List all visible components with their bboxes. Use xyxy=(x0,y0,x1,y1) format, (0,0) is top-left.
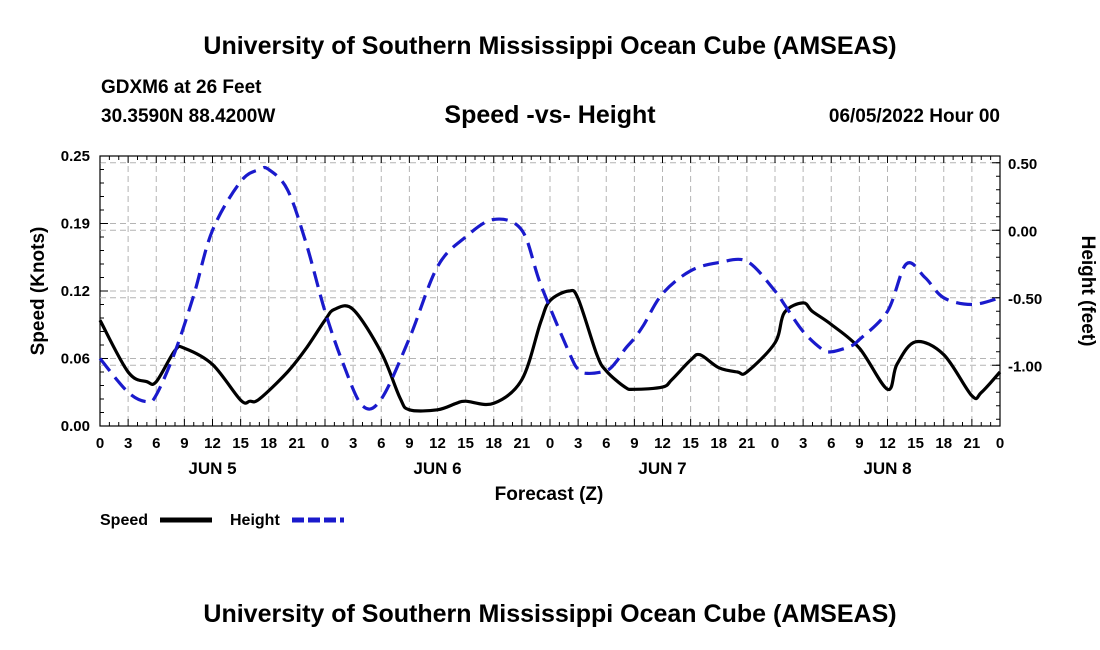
x-tick-label: 9 xyxy=(180,435,188,452)
height-series-line xyxy=(98,165,1001,411)
x-tick-label: 3 xyxy=(349,435,357,452)
x-tick-label: 3 xyxy=(574,435,582,452)
axis-ticks xyxy=(99,155,1001,427)
legend-label-speed: Speed xyxy=(100,512,148,529)
x-tick-label: 21 xyxy=(514,435,531,452)
x-tick-label: 0 xyxy=(546,435,554,452)
legend-label-height: Height xyxy=(230,512,280,529)
x-axis-title: Forecast (Z) xyxy=(495,484,604,505)
x-day-label: JUN 7 xyxy=(638,459,686,478)
chart-subtitle: Speed -vs- Height xyxy=(444,101,656,129)
x-tick-label: 9 xyxy=(630,435,638,452)
x-tick-label: 0 xyxy=(321,435,329,452)
x-tick-label: 0 xyxy=(996,435,1004,452)
x-tick-label: 0 xyxy=(96,435,104,452)
x-day-label: JUN 8 xyxy=(863,459,911,478)
chart-title: University of Southern Mississippi Ocean… xyxy=(203,32,897,60)
x-tick-label: 6 xyxy=(827,435,835,452)
x-tick-label: 21 xyxy=(289,435,306,452)
x-tick-label: 15 xyxy=(232,435,249,452)
y2-axis-title: Height (feet) xyxy=(1077,236,1098,347)
x-tick-label: 3 xyxy=(124,435,132,452)
y-tick-label: 0.12 xyxy=(61,283,90,300)
chart-canvas: 0 3 6 9 12 15 18 21 0 3 6 9 12 15 18 21 0 3 6 9 12 15 18 21 0 3 6 9… xyxy=(28,148,1098,529)
x-day-label: JUN 6 xyxy=(413,459,461,478)
forecast-date: 06/05/2022 Hour 00 xyxy=(828,106,1000,127)
x-tick-label: 18 xyxy=(935,435,952,452)
y2-tick-label: 0.50 xyxy=(1008,156,1037,173)
x-day-label: JUN 5 xyxy=(188,459,236,478)
axis-labels: 0 3 6 9 12 15 18 21 0 3 6 9 12 15 18 21 0 3 6 9 12 15 18 21 0 3 6 9… xyxy=(61,148,1042,478)
x-tick-label: 12 xyxy=(429,435,446,452)
x-tick-label: 6 xyxy=(152,435,160,452)
y2-tick-label: 0.00 xyxy=(1008,223,1037,240)
x-tick-label: 9 xyxy=(405,435,413,452)
x-tick-label: 12 xyxy=(879,435,896,452)
x-tick-label: 15 xyxy=(907,435,924,452)
footer-title: University of Southern Mississippi Ocean… xyxy=(203,600,897,628)
x-tick-label: 21 xyxy=(739,435,756,452)
y2-tick-label: -1.00 xyxy=(1008,358,1042,375)
x-tick-label: 0 xyxy=(771,435,779,452)
station-label: GDXM6 at 26 Feet xyxy=(101,77,262,98)
y2-tick-label: -0.50 xyxy=(1008,291,1042,308)
x-tick-label: 15 xyxy=(682,435,699,452)
series-lines xyxy=(98,165,1002,413)
x-tick-label: 18 xyxy=(260,435,277,452)
y-tick-label: 0.19 xyxy=(61,216,90,233)
x-tick-label: 21 xyxy=(964,435,981,452)
x-tick-label: 6 xyxy=(602,435,610,452)
x-tick-label: 9 xyxy=(855,435,863,452)
y-tick-label: 0.00 xyxy=(61,418,90,435)
legend: Speed Height xyxy=(100,512,344,529)
speed-series-line xyxy=(98,288,1002,413)
x-tick-label: 18 xyxy=(485,435,502,452)
x-tick-label: 12 xyxy=(654,435,671,452)
y-axis-title: Speed (Knots) xyxy=(28,227,49,356)
station-coordinates: 30.3590N 88.4200W xyxy=(101,106,276,127)
x-tick-label: 3 xyxy=(799,435,807,452)
x-tick-label: 15 xyxy=(457,435,474,452)
x-tick-label: 6 xyxy=(377,435,385,452)
x-tick-label: 18 xyxy=(710,435,727,452)
y-tick-label: 0.25 xyxy=(61,148,90,165)
x-tick-label: 12 xyxy=(204,435,221,452)
y-tick-label: 0.06 xyxy=(61,351,90,368)
